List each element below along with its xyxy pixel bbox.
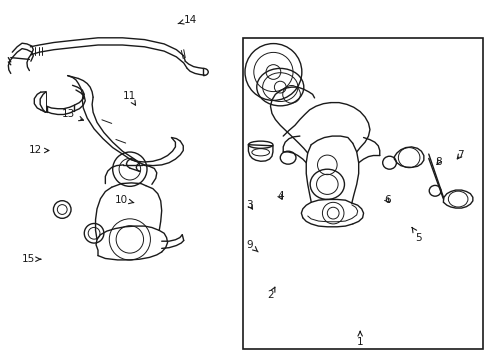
Text: 8: 8 xyxy=(435,157,442,167)
Text: 12: 12 xyxy=(28,145,49,156)
Text: 7: 7 xyxy=(457,150,464,160)
Text: 5: 5 xyxy=(412,228,422,243)
Text: 11: 11 xyxy=(123,91,137,105)
Text: 2: 2 xyxy=(268,287,275,300)
Text: 3: 3 xyxy=(246,200,253,210)
Text: 4: 4 xyxy=(277,191,284,201)
Text: 14: 14 xyxy=(178,15,197,25)
Text: 10: 10 xyxy=(115,195,134,205)
Text: 15: 15 xyxy=(22,254,41,264)
Text: 6: 6 xyxy=(384,195,391,205)
Bar xyxy=(243,38,483,349)
Text: 1: 1 xyxy=(357,331,364,347)
Text: 9: 9 xyxy=(246,240,258,252)
Text: 13: 13 xyxy=(62,109,83,121)
